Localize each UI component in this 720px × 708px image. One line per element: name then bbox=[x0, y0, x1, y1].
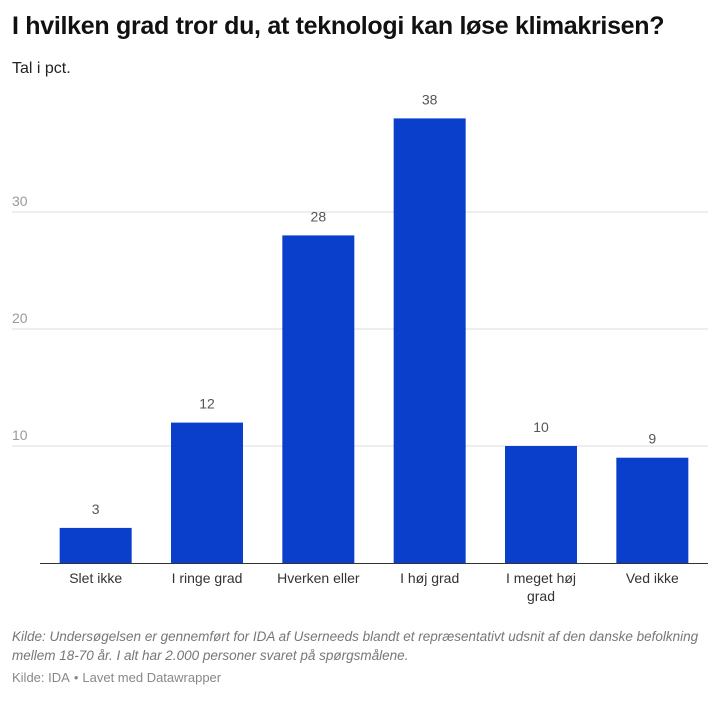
bar-value-label: 38 bbox=[422, 91, 438, 107]
x-tick-label: Ved ikke bbox=[626, 570, 679, 586]
chart-subtitle: Tal i pct. bbox=[12, 60, 71, 77]
chart-title: I hvilken grad tror du, at teknologi kan… bbox=[12, 12, 665, 40]
source-text: Kilde: IDA bbox=[12, 670, 70, 685]
footer-source: Kilde: IDA • Lavet med Datawrapper bbox=[12, 670, 221, 685]
bar bbox=[505, 446, 577, 563]
bars bbox=[59, 118, 689, 564]
data-labels: 3 12 28 38 10 9 bbox=[92, 91, 657, 517]
x-tick-label: I meget høj grad bbox=[506, 570, 576, 604]
y-tick-label: 20 bbox=[12, 310, 28, 326]
x-tick-label: Slet ikke bbox=[69, 570, 122, 586]
footer-separator: • bbox=[73, 670, 79, 685]
bar bbox=[171, 422, 243, 563]
bar-chart: 10 20 30 3 12 28 38 10 9 Slet ikke I ringe grad H… bbox=[12, 91, 708, 604]
bar bbox=[616, 457, 689, 563]
y-tick-label: 30 bbox=[12, 193, 28, 209]
bar-value-label: 28 bbox=[311, 208, 327, 224]
bar-value-label: 12 bbox=[199, 396, 215, 412]
bar bbox=[393, 118, 466, 564]
bar-value-label: 10 bbox=[533, 419, 549, 435]
bar bbox=[282, 235, 355, 563]
x-tick-label: Hverken eller bbox=[277, 570, 360, 586]
bar-value-label: 9 bbox=[648, 431, 656, 447]
y-tick-label: 10 bbox=[12, 427, 28, 443]
footer-note: Kilde: Undersøgelsen er gennemført for I… bbox=[12, 629, 699, 663]
credit-link[interactable]: Lavet med Datawrapper bbox=[82, 670, 222, 685]
x-tick-label: I ringe grad bbox=[172, 570, 243, 586]
x-tick-label: I høj grad bbox=[400, 570, 459, 586]
x-axis: Slet ikke I ringe grad Hverken eller I høj … bbox=[40, 563, 708, 604]
gridlines: 10 20 30 bbox=[12, 193, 708, 447]
bar bbox=[59, 527, 132, 563]
bar-value-label: 3 bbox=[92, 501, 100, 517]
